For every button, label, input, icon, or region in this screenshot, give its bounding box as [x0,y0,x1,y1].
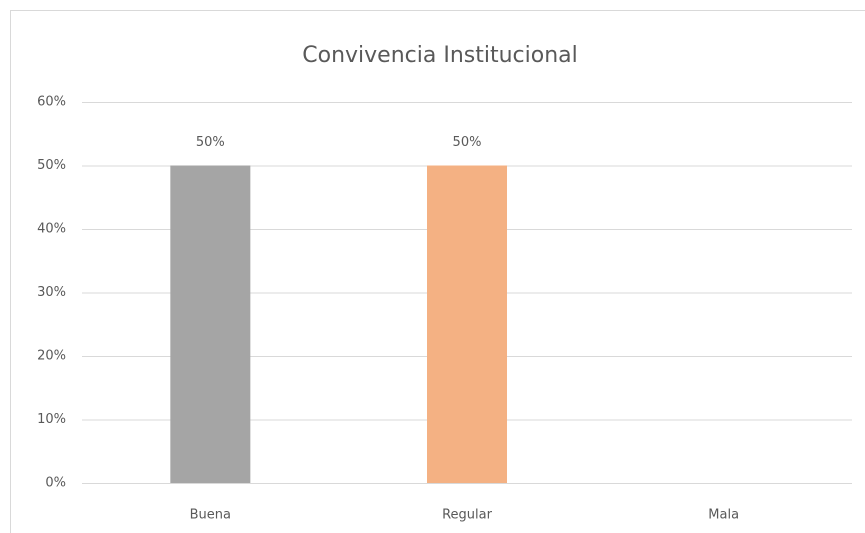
y-tick-label: 40% [37,222,66,237]
chart-title: Convivencia Institucional [302,43,577,68]
x-tick-label: Regular [442,508,493,523]
y-tick-label: 50% [37,158,66,173]
x-tick-label: Buena [190,508,231,523]
y-tick-label: 0% [45,476,66,491]
x-tick-label: Mala [708,508,739,523]
bar [170,165,251,483]
data-label: 50% [196,135,225,150]
data-label: 50% [453,135,482,150]
y-tick-label: 20% [37,349,66,364]
y-tick-label: 30% [37,285,66,300]
y-tick-label: 10% [37,412,66,427]
y-tick-label: 60% [37,95,66,110]
bar [427,165,507,483]
